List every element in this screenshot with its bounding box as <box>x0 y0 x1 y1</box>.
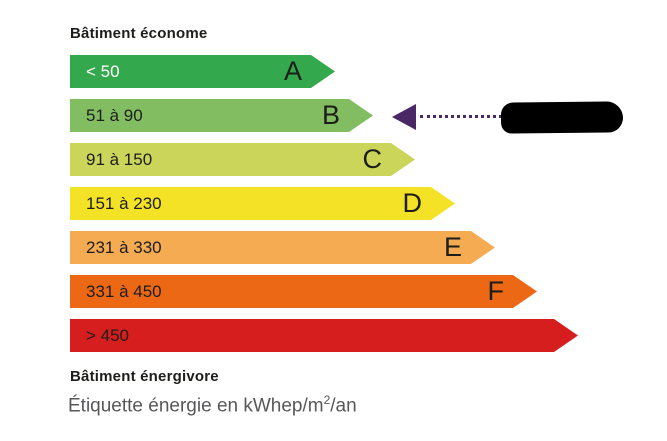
caption-text-suffix: /an <box>330 395 357 417</box>
caption-text: Étiquette énergie en kWhep/m <box>68 395 324 417</box>
energy-range-label: 331 à 450 <box>86 281 162 301</box>
energy-range-label: > 450 <box>86 325 130 345</box>
energy-class-letter: C <box>362 144 382 174</box>
energy-bar-a: < 50 A <box>70 55 335 88</box>
energy-bar-c: 91 à 150 C <box>70 143 415 176</box>
redaction-scribble <box>500 101 624 134</box>
energy-class-letter: A <box>283 56 302 86</box>
energy-bar-d: 151 à 230 D <box>70 187 455 220</box>
energy-class-scale: < 50 A 51 à 90 B 91 à 150 C 151 à 230 D … <box>70 55 578 363</box>
energy-intensive-building-label: Bâtiment énergivore <box>70 368 219 385</box>
energy-bar-e: 231 à 330 E <box>70 231 495 264</box>
caption-superscript: 2 <box>323 393 331 407</box>
energy-class-letter: F <box>487 276 504 306</box>
energy-range-label: 51 à 90 <box>86 105 143 125</box>
energy-range-label: 151 à 230 <box>86 193 162 213</box>
energy-bar-b: 51 à 90 B <box>70 99 373 132</box>
energy-range-label: 231 à 330 <box>86 237 162 257</box>
economical-building-label: Bâtiment économe <box>70 25 208 42</box>
energy-class-letter: B <box>321 100 340 130</box>
energy-range-label: < 50 <box>86 61 120 81</box>
left-arrow-marker-icon <box>392 104 416 130</box>
figure-caption: Étiquette énergie en kWhep/m2/an <box>68 393 357 417</box>
dotted-connector <box>420 115 502 118</box>
energy-bar-f: 331 à 450 F <box>70 275 537 308</box>
energy-range-label: 91 à 150 <box>86 149 153 169</box>
energy-class-letter: D <box>402 188 422 218</box>
energy-bar-g: > 450 <box>70 319 578 352</box>
energy-class-letter: E <box>443 232 462 262</box>
